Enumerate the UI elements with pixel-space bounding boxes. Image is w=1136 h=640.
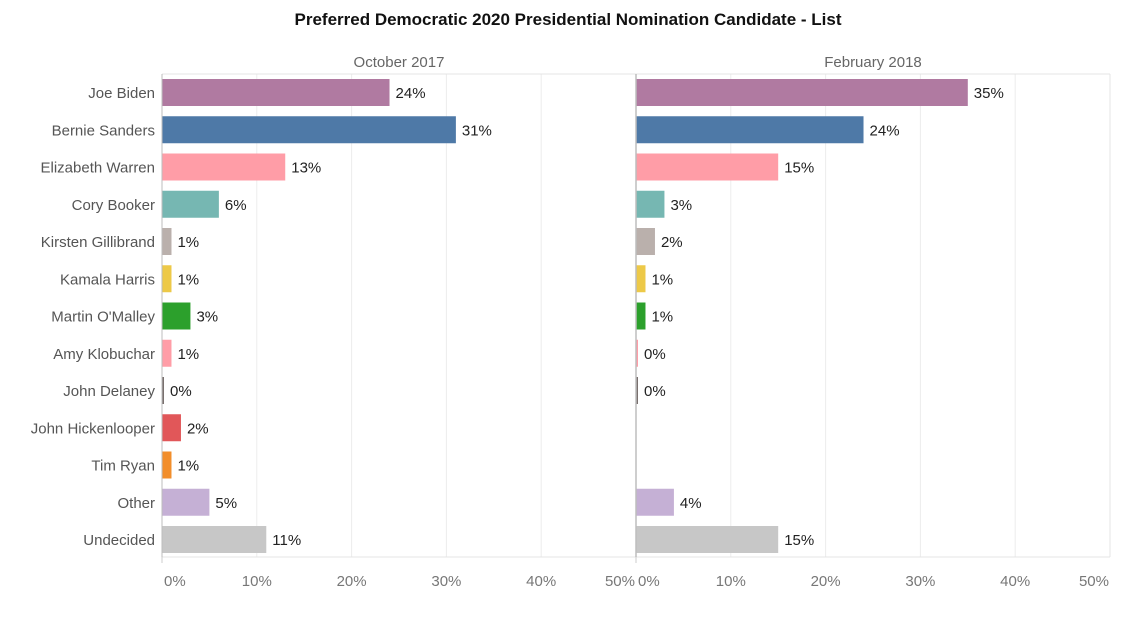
x-tick-label: 40%: [526, 573, 556, 590]
bar: [162, 228, 172, 255]
category-label: Undecided: [83, 532, 155, 549]
bar: [162, 116, 456, 144]
series-header: October 2017: [354, 54, 445, 71]
x-tick-label: 0%: [638, 573, 660, 590]
category-label: Amy Klobuchar: [53, 346, 155, 363]
data-label: 24%: [870, 122, 900, 139]
bar: [162, 377, 164, 404]
x-tick-label: 20%: [811, 573, 841, 590]
category-label: Martin O'Malley: [51, 309, 155, 326]
data-label: 3%: [670, 197, 692, 214]
x-tick-label: 50%: [1079, 573, 1109, 590]
x-tick-label: 20%: [337, 573, 367, 590]
bar: [636, 116, 864, 144]
bar: [636, 153, 779, 181]
bar: [162, 302, 191, 330]
bar: [162, 79, 390, 106]
data-label: 0%: [170, 383, 192, 400]
bar: [162, 339, 172, 367]
data-label: 15%: [784, 532, 814, 549]
data-label: 0%: [644, 346, 666, 363]
data-label: 6%: [225, 197, 247, 214]
data-label: 5%: [215, 495, 237, 512]
bar: [162, 414, 181, 442]
data-label: 4%: [680, 495, 702, 512]
category-label: Bernie Sanders: [52, 122, 155, 139]
data-label: 2%: [661, 234, 683, 251]
category-label: Kirsten Gillibrand: [41, 234, 155, 251]
x-tick-label: 50%: [605, 573, 635, 590]
data-label: 1%: [651, 271, 673, 288]
data-label: 1%: [177, 271, 199, 288]
bar: [636, 190, 665, 218]
data-label: 31%: [462, 122, 492, 139]
data-label: 2%: [187, 420, 209, 437]
x-tick-label: 40%: [1000, 573, 1030, 590]
bar: [162, 451, 172, 479]
x-tick-label: 10%: [242, 573, 272, 590]
series-header: February 2018: [824, 54, 922, 71]
bar: [636, 302, 646, 330]
bar: [636, 228, 655, 255]
data-label: 0%: [644, 383, 666, 400]
x-tick-label: 30%: [905, 573, 935, 590]
data-label: 35%: [974, 85, 1004, 102]
x-tick-label: 30%: [431, 573, 461, 590]
category-label: Joe Biden: [88, 85, 155, 102]
bar: [162, 153, 286, 181]
data-label: 1%: [177, 458, 199, 475]
data-label: 11%: [272, 532, 301, 549]
data-label: 13%: [291, 160, 321, 177]
bar: [162, 488, 210, 516]
bar: [636, 488, 674, 516]
data-label: 1%: [651, 309, 673, 326]
category-label: Cory Booker: [72, 197, 155, 214]
x-tick-label: 10%: [716, 573, 746, 590]
bar: [636, 79, 968, 106]
category-label: Tim Ryan: [91, 458, 155, 475]
data-label: 15%: [784, 160, 814, 177]
data-label: 1%: [177, 346, 199, 363]
data-label: 1%: [177, 234, 199, 251]
bar: [162, 265, 172, 293]
category-label: John Hickenlooper: [31, 420, 155, 437]
category-label: Kamala Harris: [60, 271, 155, 288]
x-tick-label: 0%: [164, 573, 186, 590]
bar: [162, 190, 219, 218]
bar: [636, 265, 646, 293]
bar: [636, 377, 638, 404]
category-label: John Delaney: [63, 383, 155, 400]
bar: [636, 526, 779, 553]
bar: [162, 526, 267, 553]
data-label: 24%: [396, 85, 426, 102]
category-label: Other: [117, 495, 155, 512]
category-label: Elizabeth Warren: [41, 160, 156, 177]
data-label: 3%: [196, 309, 218, 326]
chart-title: Preferred Democratic 2020 Presidential N…: [294, 10, 842, 29]
bar: [636, 339, 638, 367]
